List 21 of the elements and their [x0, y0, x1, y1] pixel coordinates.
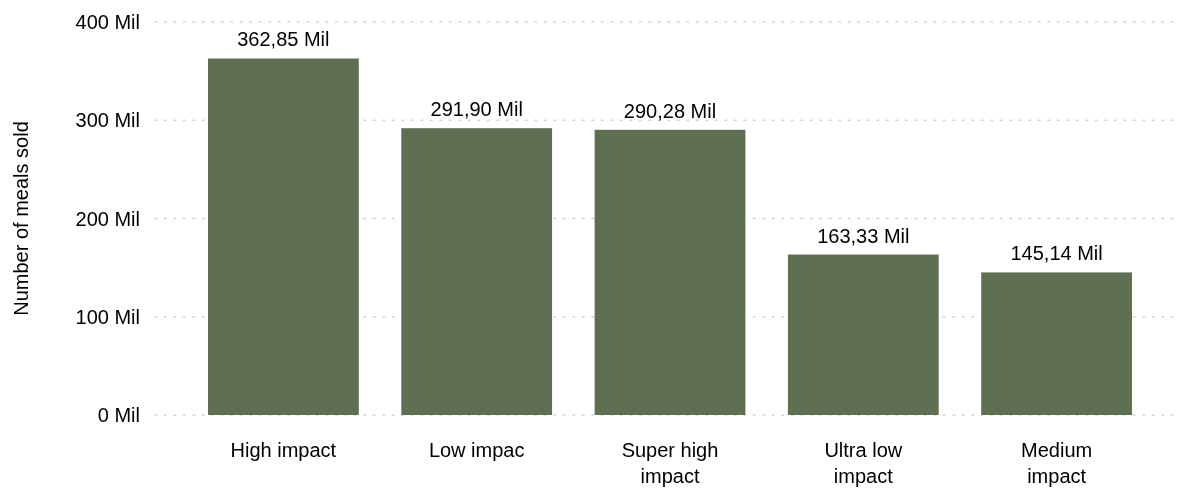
x-tick-label: High impact	[230, 439, 337, 461]
bar	[787, 254, 939, 415]
data-label: 362,85 Mil	[237, 28, 330, 51]
data-label: 291,90 Mil	[430, 98, 523, 121]
y-tick-label: 100 Mil	[75, 305, 140, 328]
bar	[981, 272, 1132, 415]
bar	[594, 129, 746, 415]
y-tick-label: 0 Mil	[97, 404, 140, 426]
x-tick-label: Super high impact	[621, 439, 719, 487]
bar	[208, 58, 359, 415]
data-label: 163,33 Mil	[817, 224, 910, 247]
data-label: 290,28 Mil	[623, 99, 717, 122]
x-tick-label: Ultra low impact	[824, 439, 903, 487]
y-tick-label: 200 Mil	[75, 207, 140, 230]
x-tick-label: Medium impact	[1021, 439, 1093, 487]
bar	[401, 128, 553, 415]
y-tick-label: 400 Mil	[75, 11, 140, 33]
x-tick-label: Low impac	[428, 439, 525, 461]
y-tick-label: 300 Mil	[75, 109, 140, 132]
y-axis-title: Number of meals sold	[10, 121, 32, 316]
data-label: 145,14 Mil	[1010, 242, 1103, 265]
